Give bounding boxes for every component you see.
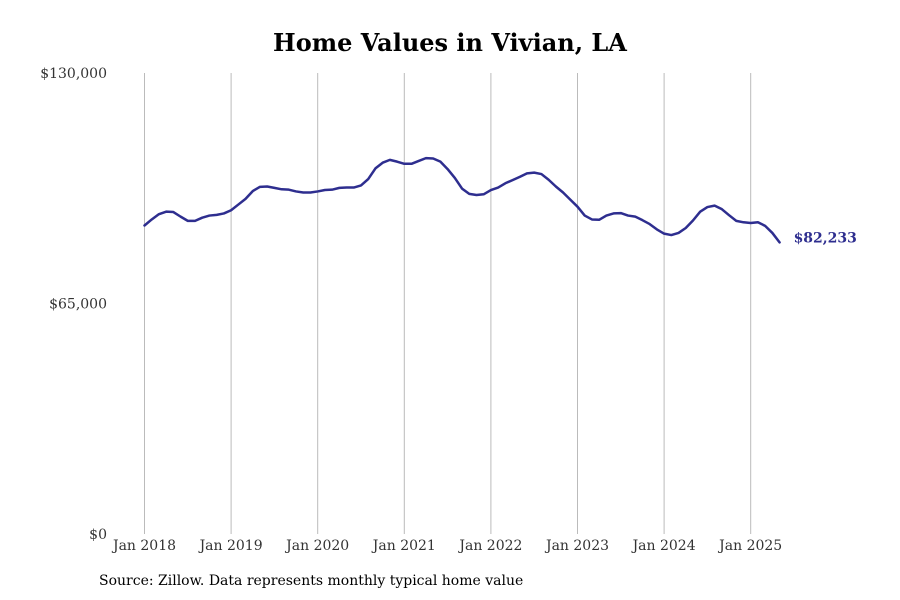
- end-label-layer: $82,233: [794, 230, 857, 246]
- series-layer: [143, 156, 781, 244]
- y-tick-label: $65,000: [49, 297, 107, 313]
- end-value-label: $82,233: [794, 230, 857, 246]
- x-tick-label: Jan 2019: [198, 538, 263, 554]
- y-tick-label: $0: [89, 527, 107, 543]
- y-tick-labels: $0 $65,000 $130,000: [40, 66, 107, 543]
- series-line: [143, 156, 781, 244]
- x-tick-label: Jan 2024: [631, 538, 696, 554]
- x-tick-label: Jan 2020: [284, 538, 349, 554]
- x-tick-label: Jan 2025: [717, 538, 782, 554]
- gridlines: [144, 73, 752, 534]
- x-tick-label: Jan 2018: [111, 538, 176, 554]
- x-tick-label: Jan 2021: [371, 538, 436, 554]
- x-tick-labels: Jan 2018 Jan 2019 Jan 2020 Jan 2021 Jan 2022…: [111, 538, 782, 554]
- chart-title: Home Values in Vivian, LA: [273, 28, 627, 57]
- y-tick-label: $130,000: [40, 66, 107, 82]
- x-tick-label: Jan 2023: [544, 538, 609, 554]
- x-tick-label: Jan 2022: [457, 538, 522, 554]
- source-note: Source: Zillow. Data represents monthly …: [99, 573, 524, 589]
